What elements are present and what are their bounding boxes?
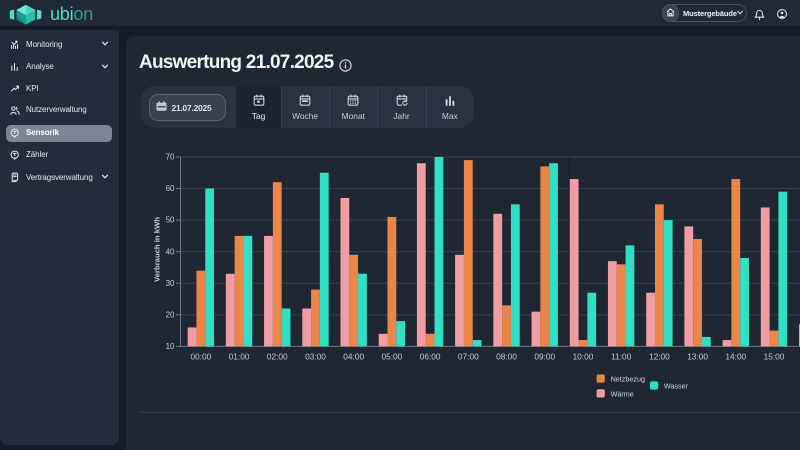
svg-text:10: 10 xyxy=(166,342,175,351)
svg-text:50: 50 xyxy=(166,216,175,225)
svg-text:Wärme: Wärme xyxy=(611,390,634,399)
svg-text:11:00: 11:00 xyxy=(611,352,632,362)
svg-text:15:00: 15:00 xyxy=(764,352,785,362)
svg-text:07:00: 07:00 xyxy=(458,352,479,362)
svg-text:06:00: 06:00 xyxy=(420,352,441,362)
svg-text:Netzbezug: Netzbezug xyxy=(611,375,645,384)
svg-text:30: 30 xyxy=(166,279,175,288)
svg-text:03:00: 03:00 xyxy=(305,352,326,362)
svg-text:14:00: 14:00 xyxy=(725,352,746,362)
svg-text:09:00: 09:00 xyxy=(534,352,555,362)
svg-text:Wasser: Wasser xyxy=(664,382,689,391)
svg-text:20: 20 xyxy=(166,310,175,319)
svg-text:00:00: 00:00 xyxy=(190,352,211,362)
svg-text:02:00: 02:00 xyxy=(267,352,288,362)
svg-text:10:00: 10:00 xyxy=(573,352,594,362)
svg-text:70: 70 xyxy=(166,153,175,162)
svg-text:60: 60 xyxy=(166,184,175,193)
svg-text:04:00: 04:00 xyxy=(343,352,364,362)
svg-text:05:00: 05:00 xyxy=(382,352,403,362)
svg-text:13:00: 13:00 xyxy=(687,352,708,362)
svg-text:12:00: 12:00 xyxy=(649,352,670,362)
svg-text:08:00: 08:00 xyxy=(496,352,517,362)
svg-text:01:00: 01:00 xyxy=(229,352,250,362)
svg-text:40: 40 xyxy=(166,247,175,256)
svg-text:Verbrauch in kWh: Verbrauch in kWh xyxy=(152,217,161,282)
